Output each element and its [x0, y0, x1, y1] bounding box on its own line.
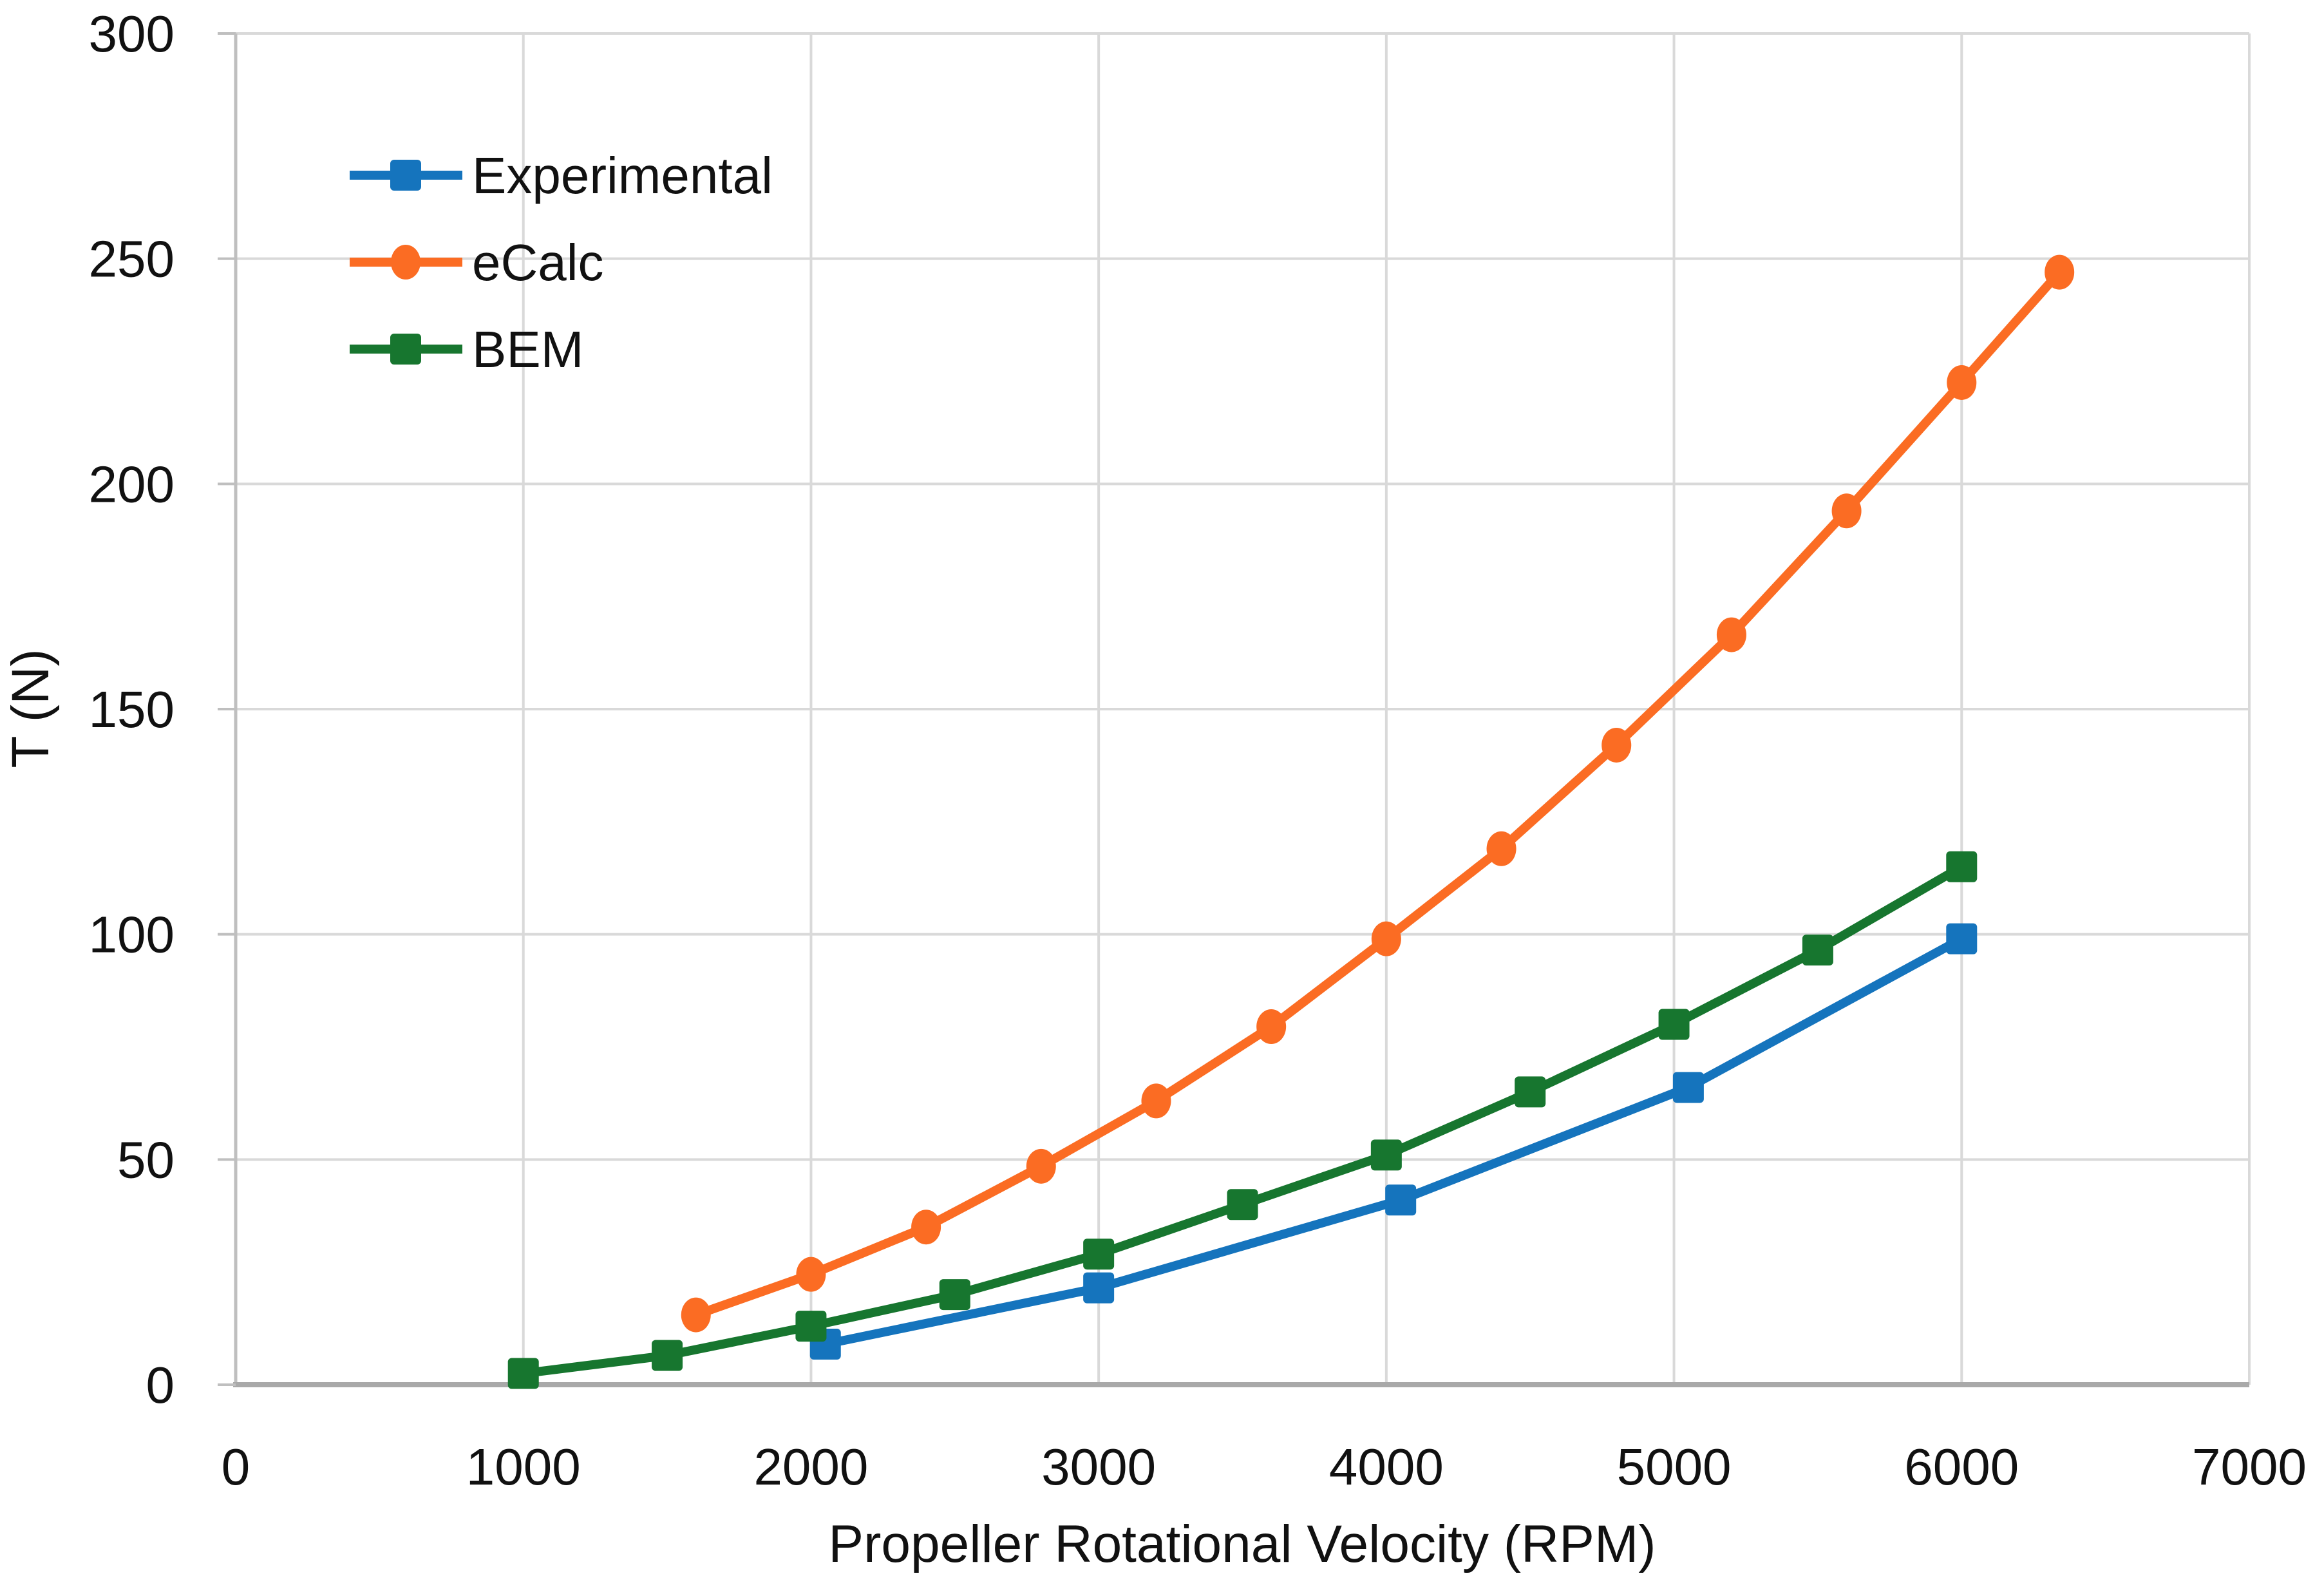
x-tick-label-7000: 7000: [2192, 1438, 2307, 1495]
y-tick-label-50: 50: [117, 1131, 175, 1188]
legend-marker-experimental: [390, 160, 421, 191]
marker-bem-4500: [1515, 1076, 1546, 1108]
marker-ecalc-6000: [1947, 365, 1977, 400]
series-ecalc: [681, 254, 2075, 1333]
legend-marker-bem: [390, 334, 421, 365]
marker-ecalc-4800: [1601, 727, 1632, 763]
series-lines-and-markers: [507, 254, 2075, 1389]
marker-ecalc-1600: [681, 1297, 711, 1333]
marker-experimental-4050: [1385, 1184, 1417, 1216]
legend-item-bem: BEM: [350, 321, 583, 378]
series-bem: [507, 851, 1978, 1389]
marker-ecalc-5600: [1831, 493, 1862, 529]
marker-ecalc-4000: [1371, 921, 1401, 956]
legend-label-bem: BEM: [472, 321, 583, 378]
marker-ecalc-6340: [2045, 254, 2075, 290]
marker-bem-1000: [507, 1358, 539, 1389]
marker-bem-4000: [1370, 1139, 1402, 1171]
x-tick-label-5000: 5000: [1617, 1438, 1732, 1495]
marker-experimental-5050: [1672, 1072, 1704, 1103]
marker-bem-5000: [1658, 1009, 1690, 1040]
legend-label-ecalc: eCalc: [472, 234, 604, 291]
marker-experimental-6000: [1946, 923, 1978, 954]
axes: [218, 32, 2249, 1387]
x-tick-label-3000: 3000: [1041, 1438, 1156, 1495]
legend: Experimental eCalc BEM: [350, 147, 773, 378]
x-tick-label-4000: 4000: [1329, 1438, 1444, 1495]
legend-item-ecalc: eCalc: [350, 234, 604, 291]
marker-experimental-3000: [1083, 1272, 1115, 1304]
x-tick-label-0: 0: [222, 1438, 250, 1495]
marker-bem-2500: [939, 1279, 970, 1311]
x-tick-label-6000: 6000: [1904, 1438, 2019, 1495]
marker-bem-2000: [795, 1311, 827, 1342]
y-tick-label-150: 150: [89, 681, 175, 738]
marker-ecalc-2000: [796, 1257, 826, 1292]
marker-ecalc-3600: [1256, 1009, 1287, 1045]
x-tick-label-2000: 2000: [753, 1438, 868, 1495]
y-tick-label-300: 300: [89, 5, 175, 62]
y-tick-label-100: 100: [89, 906, 175, 964]
x-tick-label-1000: 1000: [466, 1438, 581, 1495]
legend-item-experimental: Experimental: [350, 147, 773, 204]
marker-ecalc-5200: [1716, 617, 1746, 652]
x-axis-title: Propeller Rotational Velocity (RPM): [828, 1515, 1656, 1573]
gridlines: [236, 32, 2251, 1385]
y-tick-label-250: 250: [89, 231, 175, 288]
y-tick-label-0: 0: [146, 1356, 175, 1414]
marker-ecalc-3200: [1141, 1083, 1171, 1119]
series-experimental: [809, 923, 1978, 1360]
legend-marker-ecalc: [391, 245, 420, 280]
legend-label-experimental: Experimental: [472, 147, 773, 204]
y-axis-title: T (N): [1, 649, 60, 768]
marker-ecalc-2800: [1026, 1148, 1056, 1184]
marker-bem-5500: [1802, 935, 1833, 966]
marker-bem-3500: [1227, 1189, 1258, 1220]
marker-bem-3000: [1083, 1239, 1115, 1270]
marker-bem-6000: [1946, 851, 1978, 882]
marker-ecalc-2400: [911, 1210, 941, 1245]
y-tick-label-200: 200: [89, 455, 175, 513]
marker-bem-1500: [652, 1340, 683, 1371]
marker-ecalc-4400: [1486, 831, 1516, 866]
